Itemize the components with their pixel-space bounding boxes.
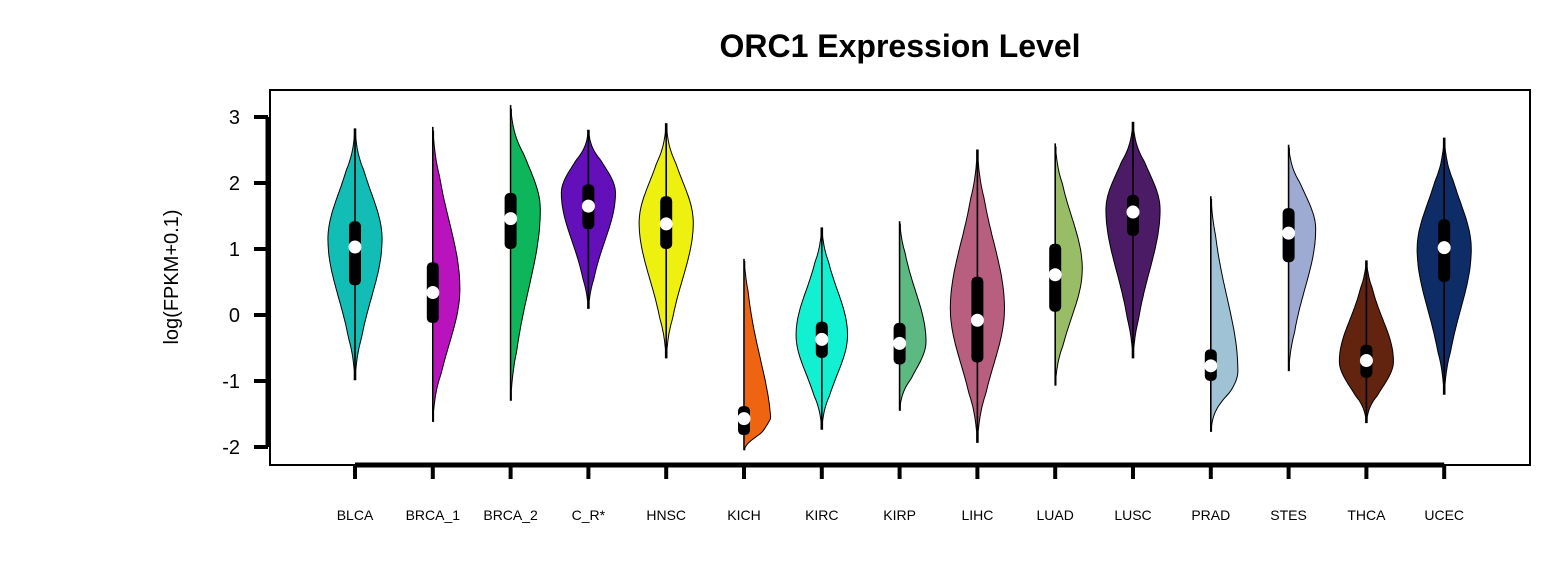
x-tick-label: LIHC bbox=[961, 507, 993, 523]
violin-brca-2 bbox=[504, 105, 540, 401]
violin-kirc bbox=[796, 228, 847, 429]
violin-brca-1 bbox=[426, 127, 460, 422]
violin-lihc bbox=[950, 150, 1004, 442]
violin-median-point bbox=[660, 217, 673, 230]
violin-median-point bbox=[815, 333, 828, 346]
violin-prad bbox=[1204, 196, 1238, 432]
violin-median-point bbox=[426, 286, 439, 299]
violin-stes bbox=[1282, 145, 1316, 371]
violin-thca bbox=[1339, 261, 1393, 423]
x-tick-label: STES bbox=[1270, 507, 1307, 523]
x-tick-label: KIRC bbox=[805, 507, 838, 523]
y-tick-label: 1 bbox=[229, 239, 240, 261]
violin-median-point bbox=[1049, 268, 1062, 281]
violin-median-point bbox=[504, 212, 517, 225]
violin-hnsc bbox=[639, 124, 693, 358]
violin-lusc bbox=[1106, 122, 1160, 358]
violin-kirp bbox=[893, 221, 926, 410]
violin-median-point bbox=[1204, 359, 1217, 372]
y-tick-label: -2 bbox=[222, 437, 240, 459]
violin-c-r- bbox=[561, 130, 615, 308]
violin-body bbox=[1212, 199, 1238, 432]
violin-median-point bbox=[971, 314, 984, 327]
y-axis-label: log(FPKM+0.1) bbox=[161, 209, 183, 344]
violin-body bbox=[511, 109, 540, 401]
violin-median-point bbox=[1438, 241, 1451, 254]
violin-kich bbox=[738, 259, 771, 450]
y-tick-label: 3 bbox=[229, 107, 240, 129]
x-tick-label: UCEC bbox=[1424, 507, 1464, 523]
violin-median-point bbox=[349, 241, 362, 254]
x-tick-label: BLCA bbox=[337, 507, 374, 523]
x-tick-label: THCA bbox=[1347, 507, 1386, 523]
violin-median-point bbox=[582, 200, 595, 213]
violin-median-point bbox=[1360, 354, 1373, 367]
violins bbox=[328, 105, 1471, 450]
violin-body bbox=[900, 224, 926, 411]
y-tick-label: 2 bbox=[229, 173, 240, 195]
y-axis: -2 -1 0 1 2 3 bbox=[222, 107, 268, 459]
x-axis: BLCA BRCA_1 BRCA_2 C_R* HNSC KICH KIRC KIRP LIHC… bbox=[337, 465, 1464, 523]
y-tick-label: 0 bbox=[229, 305, 240, 327]
x-tick-label: PRAD bbox=[1191, 507, 1230, 523]
x-tick-label: BRCA_1 bbox=[406, 507, 461, 523]
y-tick-label: -1 bbox=[222, 371, 240, 393]
x-tick-label: KIRP bbox=[883, 507, 916, 523]
violin-blca bbox=[328, 129, 382, 380]
x-tick-label: KICH bbox=[727, 507, 760, 523]
x-tick-label: C_R* bbox=[572, 507, 606, 523]
violin-median-point bbox=[1127, 206, 1140, 219]
x-tick-label: LUSC bbox=[1114, 507, 1151, 523]
violin-ucec bbox=[1417, 138, 1471, 394]
x-tick-label: LUAD bbox=[1037, 507, 1074, 523]
violin-luad bbox=[1049, 143, 1083, 385]
violin-median-point bbox=[1282, 227, 1295, 240]
x-tick-label: HNSC bbox=[646, 507, 686, 523]
violin-median-point bbox=[738, 412, 751, 425]
violin-median-point bbox=[893, 337, 906, 350]
chart-title: ORC1 Expression Level bbox=[719, 28, 1080, 64]
x-tick-label: BRCA_2 bbox=[483, 507, 538, 523]
